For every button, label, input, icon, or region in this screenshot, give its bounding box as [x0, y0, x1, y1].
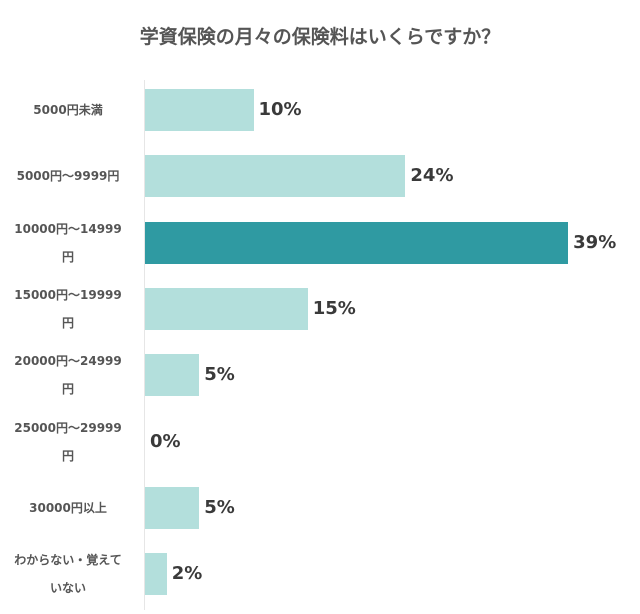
value-label: 24%	[410, 165, 454, 187]
bar	[145, 89, 254, 131]
y-axis-line	[144, 80, 145, 610]
category-label: 25000円～29999 円	[4, 414, 132, 470]
category-label-line: 5000円未満	[33, 103, 103, 117]
value-label: 5%	[204, 496, 235, 518]
category-label: 15000円～19999 円	[4, 281, 132, 337]
category-label: 30000円以上	[4, 494, 132, 522]
value-label: 15%	[312, 297, 356, 319]
bar	[145, 354, 200, 397]
category-label: 5000円未満	[4, 96, 132, 124]
category-label-line: 15000円～19999	[14, 287, 122, 302]
category-label-line: 円	[61, 382, 74, 397]
category-label-line: わからない・覚えて	[14, 553, 122, 568]
bar	[145, 155, 406, 198]
bar	[145, 486, 200, 529]
bar	[145, 553, 167, 596]
category-label: 20000円～24999 円	[4, 347, 132, 403]
category-label-line: 10000円～14999	[14, 221, 122, 236]
value-label: 2%	[171, 563, 203, 585]
category-label-line: 円	[61, 315, 74, 330]
category-label-line: いない	[49, 581, 86, 596]
value-label: 39%	[573, 231, 617, 253]
category-label-line: 5000円～9999円	[16, 169, 120, 184]
category-label: わからない・覚えて いない	[4, 546, 132, 602]
value-label: 10%	[258, 99, 302, 120]
bar	[145, 287, 308, 330]
category-label-line: 円	[61, 448, 74, 463]
category-label-line: 円	[61, 249, 74, 264]
category-label-line: 30000円以上	[29, 500, 107, 515]
value-label: 0%	[150, 430, 181, 452]
category-label-line: 25000円～29999	[14, 420, 122, 435]
value-label: 5%	[204, 364, 235, 386]
category-label: 10000円～14999 円	[4, 215, 132, 271]
category-label-line: 20000円～24999	[14, 354, 122, 369]
bar	[145, 221, 569, 264]
chart-title: 学資保険の月々の保険料はいくらですか？	[139, 26, 501, 48]
category-label: 5000円～9999円	[4, 162, 132, 190]
